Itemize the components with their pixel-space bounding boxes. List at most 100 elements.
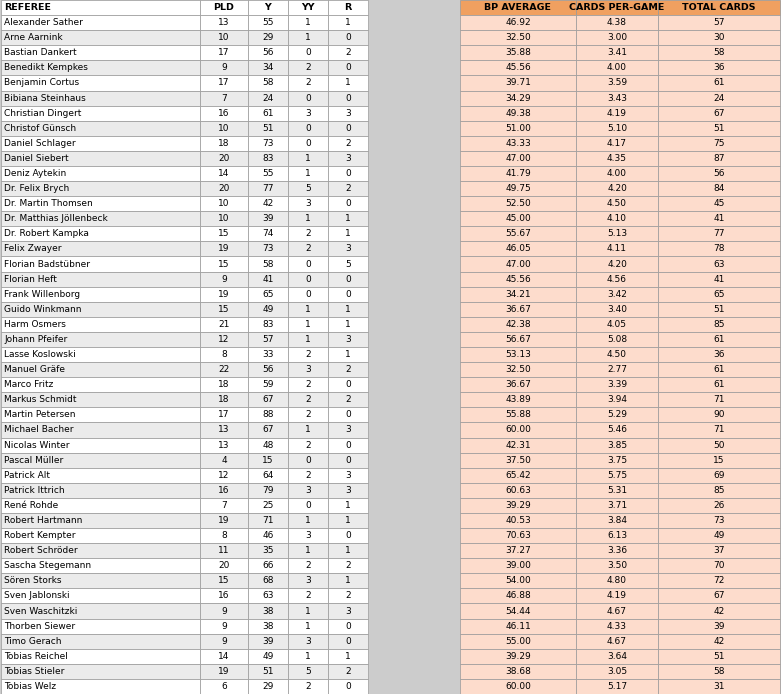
Text: 0: 0	[345, 275, 351, 284]
Bar	[658, 242, 780, 257]
Bar	[288, 242, 328, 257]
Bar	[1, 166, 200, 181]
Bar	[328, 181, 368, 196]
Text: 90: 90	[713, 410, 725, 419]
Text: 49.75: 49.75	[505, 184, 531, 193]
Bar	[288, 679, 328, 694]
Bar	[1, 45, 200, 60]
Text: 3.36: 3.36	[607, 546, 627, 555]
Bar	[576, 513, 658, 528]
Text: 77: 77	[262, 184, 274, 193]
Bar	[248, 468, 288, 483]
Bar	[248, 679, 288, 694]
Text: Alexander Sather: Alexander Sather	[4, 18, 83, 27]
Text: 10: 10	[218, 33, 230, 42]
Text: 32.50: 32.50	[505, 33, 531, 42]
Bar	[1, 483, 200, 498]
Text: 51: 51	[713, 124, 725, 133]
Text: 4.00: 4.00	[607, 63, 627, 72]
Text: 14: 14	[219, 169, 230, 178]
Text: 36.67: 36.67	[505, 305, 531, 314]
Bar	[460, 105, 576, 121]
Text: 9: 9	[221, 63, 226, 72]
Bar	[328, 121, 368, 136]
Bar	[460, 604, 576, 618]
Text: 66: 66	[262, 561, 274, 570]
Bar	[248, 136, 288, 151]
Bar	[658, 181, 780, 196]
Bar	[1, 105, 200, 121]
Text: 46.92: 46.92	[505, 18, 531, 27]
Text: 16: 16	[218, 486, 230, 495]
Bar	[1, 589, 200, 604]
Bar	[328, 90, 368, 105]
Text: 37: 37	[713, 546, 725, 555]
Bar	[460, 317, 576, 332]
Bar	[576, 257, 658, 271]
Text: 31: 31	[713, 682, 725, 691]
Bar	[288, 407, 328, 423]
Text: 20: 20	[219, 561, 230, 570]
Bar	[460, 437, 576, 452]
Bar	[460, 242, 576, 257]
Bar	[248, 45, 288, 60]
Bar	[200, 498, 248, 513]
Text: 71: 71	[262, 516, 274, 525]
Text: Robert Hartmann: Robert Hartmann	[4, 516, 82, 525]
Bar	[1, 543, 200, 558]
Bar	[200, 317, 248, 332]
Bar	[248, 543, 288, 558]
Bar	[658, 271, 780, 287]
Text: 2: 2	[305, 591, 311, 600]
Text: 18: 18	[218, 380, 230, 389]
Bar	[248, 271, 288, 287]
Bar	[328, 105, 368, 121]
Text: Manuel Gräfe: Manuel Gräfe	[4, 365, 65, 374]
Bar	[576, 528, 658, 543]
Text: Thorben Siewer: Thorben Siewer	[4, 622, 75, 631]
Text: 19: 19	[218, 667, 230, 676]
Text: 39.29: 39.29	[505, 501, 531, 510]
Bar	[200, 437, 248, 452]
Bar	[328, 437, 368, 452]
Text: 61: 61	[262, 109, 274, 118]
Bar	[288, 166, 328, 181]
Text: 42: 42	[713, 636, 725, 645]
Bar	[576, 392, 658, 407]
Text: Pascal Müller: Pascal Müller	[4, 456, 63, 465]
Text: Robert Schröder: Robert Schröder	[4, 546, 77, 555]
Text: Nicolas Winter: Nicolas Winter	[4, 441, 70, 450]
Bar	[658, 362, 780, 377]
Bar	[328, 558, 368, 573]
Text: 16: 16	[218, 591, 230, 600]
Text: 22: 22	[219, 365, 230, 374]
Bar	[460, 121, 576, 136]
Bar	[248, 437, 288, 452]
Text: 3.43: 3.43	[607, 94, 627, 103]
Bar	[460, 271, 576, 287]
Bar	[248, 664, 288, 679]
Text: Sven Jablonski: Sven Jablonski	[4, 591, 70, 600]
Bar	[460, 649, 576, 664]
Bar	[1, 302, 200, 317]
Bar	[200, 634, 248, 649]
Text: Tobias Stieler: Tobias Stieler	[4, 667, 64, 676]
Text: 72: 72	[713, 576, 725, 585]
Bar	[288, 287, 328, 302]
Text: 74: 74	[262, 229, 273, 238]
Text: 87: 87	[713, 154, 725, 163]
Bar	[576, 76, 658, 90]
Bar	[460, 573, 576, 589]
Bar	[1, 332, 200, 347]
Text: 60.63: 60.63	[505, 486, 531, 495]
Bar	[576, 196, 658, 211]
Text: 9: 9	[221, 607, 226, 616]
Text: 5.31: 5.31	[607, 486, 627, 495]
Bar	[576, 543, 658, 558]
Bar	[658, 437, 780, 452]
Text: 51: 51	[713, 652, 725, 661]
Bar	[576, 634, 658, 649]
Text: 16: 16	[218, 109, 230, 118]
Text: TOTAL CARDS: TOTAL CARDS	[683, 3, 756, 12]
Text: 3.85: 3.85	[607, 441, 627, 450]
